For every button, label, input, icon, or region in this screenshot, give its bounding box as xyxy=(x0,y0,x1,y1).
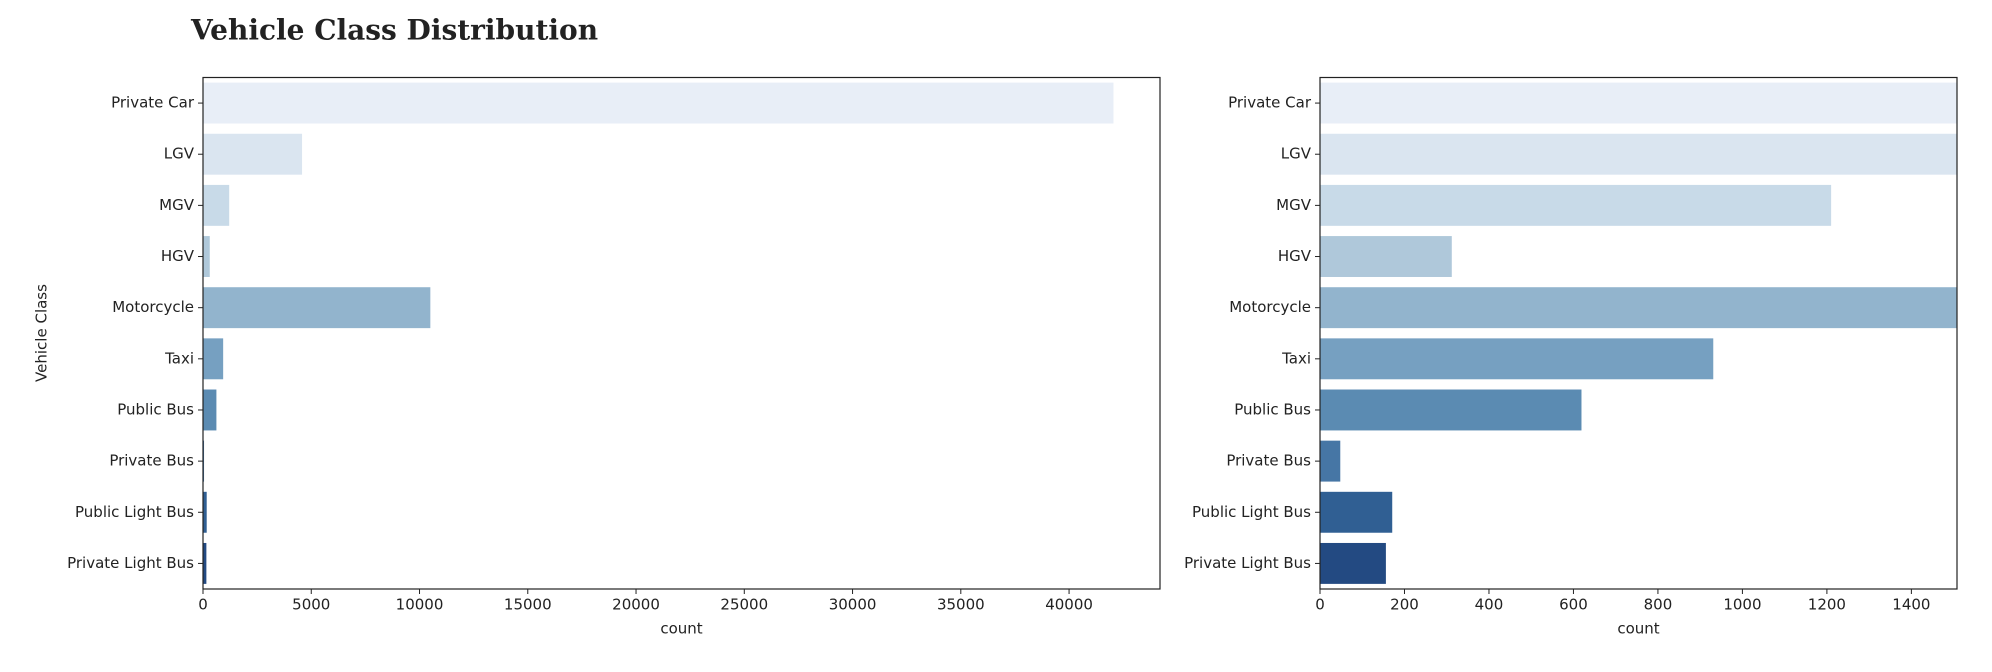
bar xyxy=(1320,82,1957,124)
plot-area xyxy=(1320,82,1957,584)
bar xyxy=(1320,338,1714,380)
axes-frame xyxy=(202,76,1161,590)
plot-area xyxy=(203,82,1114,584)
y-tick-label: Private Car xyxy=(1228,94,1312,112)
bar xyxy=(203,287,431,329)
bar xyxy=(203,389,217,431)
y-tick-label: Taxi xyxy=(164,349,194,367)
x-tick-label: 15000 xyxy=(504,596,552,614)
x-tick-label: 400 xyxy=(1475,596,1504,614)
x-tick-label: 5000 xyxy=(292,596,330,614)
y-tick-label: LGV xyxy=(164,145,195,163)
y-tick-label: Public Light Bus xyxy=(1192,503,1311,521)
bar xyxy=(203,133,303,175)
x-tick-label: 1000 xyxy=(1723,596,1761,614)
y-tick-label: Private Bus xyxy=(1226,452,1311,470)
y-tick-label: Public Bus xyxy=(1234,400,1311,418)
bar xyxy=(203,184,230,226)
bar xyxy=(1320,184,1832,226)
x-tick-label: 0 xyxy=(1315,596,1325,614)
bar xyxy=(203,236,210,277)
y-tick-label: Private Car xyxy=(111,94,195,112)
y-tick-label: Private Light Bus xyxy=(67,554,194,572)
bar xyxy=(203,491,207,533)
x-tick-label: 10000 xyxy=(396,596,444,614)
axes-frame xyxy=(1319,76,1958,590)
y-axis-label: Vehicle Class xyxy=(33,284,51,382)
x-tick-label: 200 xyxy=(1390,596,1419,614)
x-axis-label: count xyxy=(660,620,702,638)
bar xyxy=(1320,389,1582,431)
y-tick-label: Public Bus xyxy=(117,400,194,418)
x-tick-label: 0 xyxy=(198,596,208,614)
y-tick-label: HGV xyxy=(1278,247,1312,265)
y-tick-label: Public Light Bus xyxy=(75,503,194,521)
y-tick-label: Private Light Bus xyxy=(1184,554,1311,572)
y-tick-label: MGV xyxy=(159,196,195,214)
y-tick-label: Private Bus xyxy=(109,452,194,470)
bar xyxy=(203,82,1114,124)
bar xyxy=(1320,440,1341,482)
x-axis-label: count xyxy=(1617,620,1659,638)
bar xyxy=(203,542,207,584)
bar xyxy=(1320,491,1393,533)
chart-title: Vehicle Class Distribution xyxy=(190,14,598,47)
y-tick-label: Motorcycle xyxy=(112,298,194,316)
bar xyxy=(1320,133,1957,175)
x-tick-label: 600 xyxy=(1559,596,1588,614)
x-tick-label: 30000 xyxy=(829,596,877,614)
y-tick-label: Taxi xyxy=(1281,349,1311,367)
x-tick-label: 1400 xyxy=(1892,596,1930,614)
y-tick-label: Motorcycle xyxy=(1229,298,1311,316)
x-tick-label: 40000 xyxy=(1045,596,1093,614)
x-tick-label: 1200 xyxy=(1808,596,1846,614)
bar xyxy=(1320,542,1386,584)
bar xyxy=(1320,287,1957,329)
x-tick-label: 20000 xyxy=(612,596,660,614)
bar xyxy=(203,338,224,380)
x-tick-label: 800 xyxy=(1644,596,1673,614)
y-tick-label: MGV xyxy=(1276,196,1312,214)
y-tick-label: HGV xyxy=(161,247,195,265)
x-tick-label: 25000 xyxy=(720,596,768,614)
y-tick-label: LGV xyxy=(1281,145,1312,163)
bar xyxy=(1320,236,1452,277)
x-tick-label: 35000 xyxy=(937,596,985,614)
